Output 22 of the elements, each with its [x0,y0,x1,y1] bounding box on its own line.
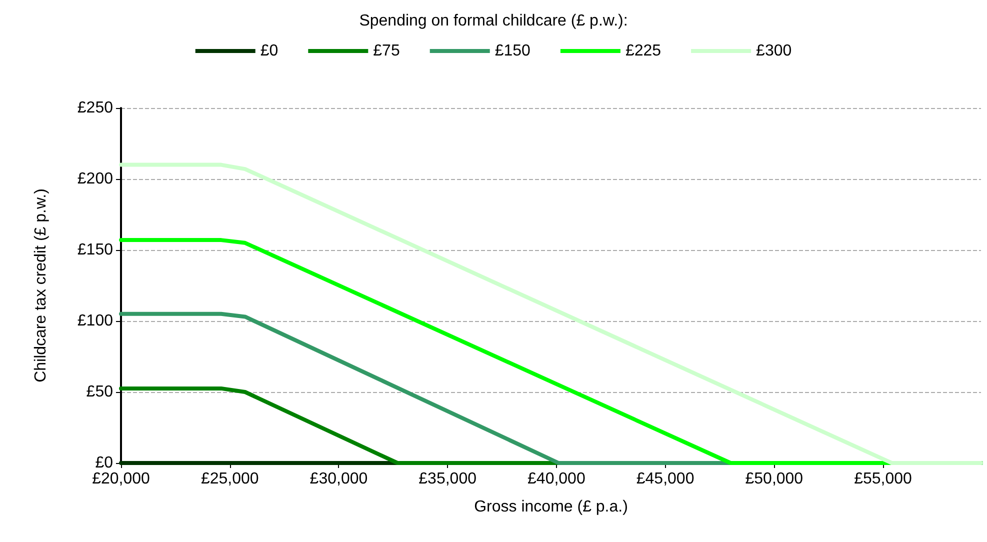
legend-title: Spending on formal childcare (£ p.w.): [359,12,628,30]
x-tick-label: £50,000 [745,470,804,488]
x-tick-label: £20,000 [92,470,150,488]
x-tick-label: £55,000 [854,470,912,488]
legend-label: £0 [260,42,278,60]
y-tick-label: £0 [95,454,114,472]
legend-label: £300 [756,42,792,60]
y-tick-label: £150 [77,242,114,258]
legend-label: £75 [373,42,400,60]
y-axis-title: Childcare tax credit (£ p.w.) [32,188,50,382]
legend-label: £225 [625,42,662,60]
legend-label: £150 [494,42,531,60]
x-tick-label: £25,000 [200,470,259,488]
y-tick-label: £200 [77,170,114,188]
y-tick-label: £100 [77,312,114,330]
x-tick-label: £35,000 [418,470,477,488]
y-tick-label: £50 [86,384,114,400]
x-axis-title: Gross income (£ p.a.) [474,498,628,516]
x-tick-label: £45,000 [636,470,694,488]
x-tick-label: £30,000 [310,470,368,488]
x-tick-label: £40,000 [528,470,586,488]
y-tick-label: £250 [77,100,114,116]
